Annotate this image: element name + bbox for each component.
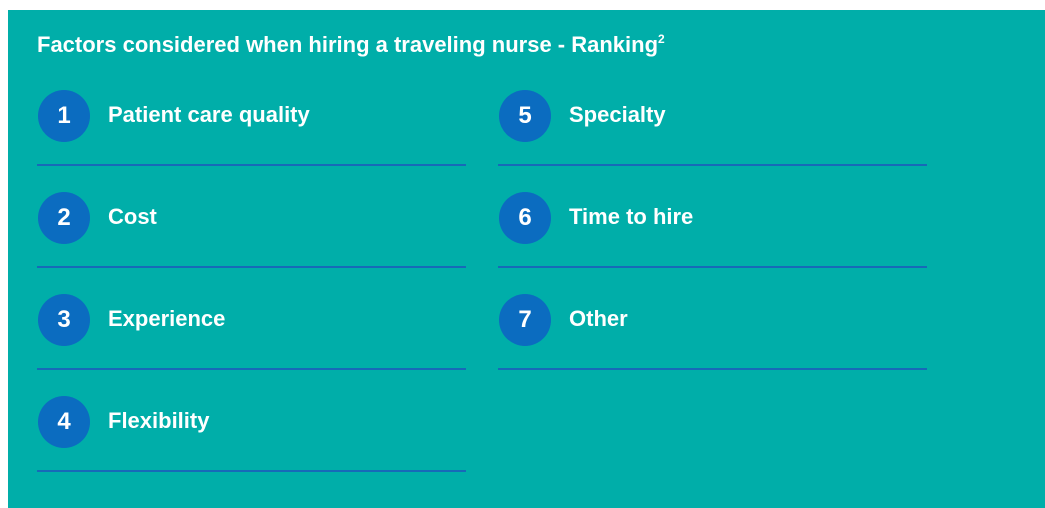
item-label: Specialty (569, 102, 666, 127)
panel: Factors considered when hiring a traveli… (8, 10, 1045, 508)
rank-badge: 2 (38, 192, 90, 244)
rank-badge: 4 (38, 396, 90, 448)
divider (498, 164, 927, 166)
rank-badge: 5 (499, 90, 551, 142)
divider (498, 266, 927, 268)
title: Factors considered when hiring a traveli… (37, 32, 665, 58)
item-label: Cost (108, 204, 157, 229)
divider (37, 164, 466, 166)
item-label: Patient care quality (108, 102, 310, 127)
rank-badge: 1 (38, 90, 90, 142)
rank-badge: 7 (499, 294, 551, 346)
item-label: Time to hire (569, 204, 694, 229)
divider (37, 266, 466, 268)
item-label: Flexibility (108, 408, 210, 433)
item-label: Other (569, 306, 628, 331)
rank-badge: 3 (38, 294, 90, 346)
item-label: Experience (108, 306, 226, 331)
rank-badge: 6 (499, 192, 551, 244)
divider (37, 368, 466, 370)
footnote-mark: 2 (658, 32, 665, 46)
title-text: Factors considered when hiring a traveli… (37, 32, 659, 57)
divider (37, 470, 466, 472)
divider (498, 368, 927, 370)
